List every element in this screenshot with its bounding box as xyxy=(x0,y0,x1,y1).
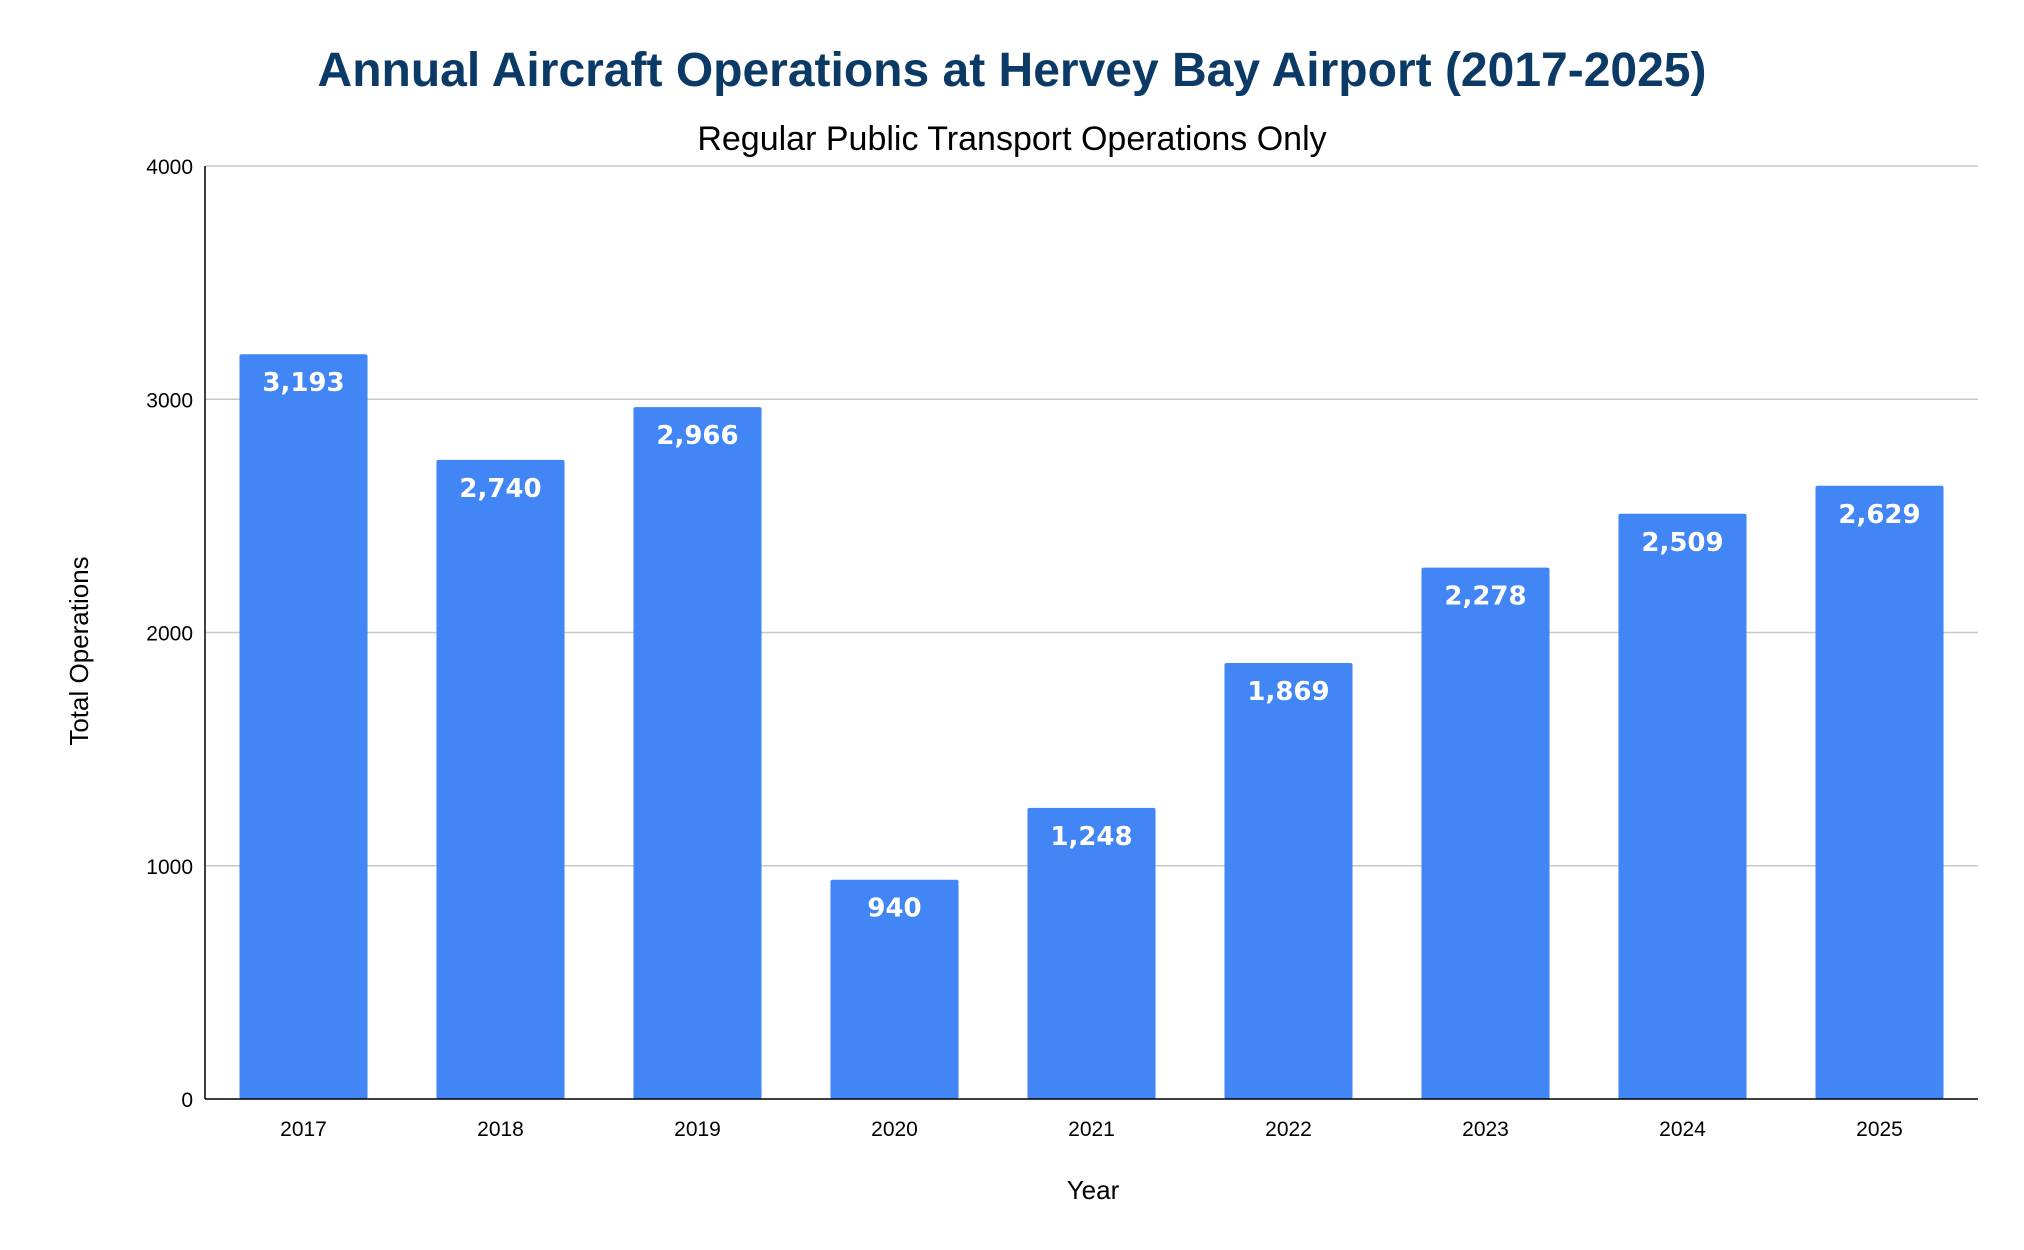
bar-2018 xyxy=(436,459,565,1099)
bar-2020 xyxy=(830,879,959,1099)
y-tick-label: 4000 xyxy=(146,156,193,179)
bar-2017 xyxy=(239,354,368,1099)
bars xyxy=(239,354,1944,1099)
x-tick-label-2023: 2023 xyxy=(1462,1118,1509,1141)
bar-2024 xyxy=(1618,513,1747,1099)
y-axis-ticks: 0 1000 2000 3000 4000 xyxy=(146,156,193,1112)
x-tick-label-2025: 2025 xyxy=(1856,1118,1903,1141)
bar-2022 xyxy=(1224,663,1353,1099)
data-label-2022: 1,869 xyxy=(1247,677,1329,707)
data-label-2025: 2,629 xyxy=(1838,500,1920,530)
y-tick-label: 2000 xyxy=(146,623,193,646)
data-label-2018: 2,740 xyxy=(459,474,541,504)
y-axis-title: Total Operations xyxy=(64,556,94,745)
data-label-2024: 2,509 xyxy=(1641,528,1723,558)
x-axis-title: Year xyxy=(1067,1175,1120,1205)
y-tick-label: 3000 xyxy=(146,389,193,412)
bar-2021 xyxy=(1027,807,1156,1099)
x-tick-label-2019: 2019 xyxy=(674,1118,721,1141)
bar-2023 xyxy=(1421,567,1550,1099)
data-labels: 3,193 2,740 2,966 940 1,248 1,869 2,278 2,509 2,… xyxy=(262,368,1920,924)
y-tick-label: 1000 xyxy=(146,856,193,879)
data-label-2017: 3,193 xyxy=(262,368,344,398)
x-tick-label-2020: 2020 xyxy=(871,1118,918,1141)
chart-subtitle: Regular Public Transport Operations Only xyxy=(697,120,1326,158)
data-label-2020: 940 xyxy=(867,894,921,924)
data-label-2021: 1,248 xyxy=(1050,822,1132,852)
chart-title: Annual Aircraft Operations at Hervey Bay… xyxy=(318,44,1707,97)
data-label-2023: 2,278 xyxy=(1444,582,1526,612)
x-tick-label-2017: 2017 xyxy=(280,1118,327,1141)
x-axis-ticks: 2017 2018 2019 2020 2021 2022 2023 2024 2025 xyxy=(280,1118,1903,1141)
x-tick-label-2024: 2024 xyxy=(1659,1118,1706,1141)
data-label-2019: 2,966 xyxy=(656,421,738,451)
y-tick-label: 0 xyxy=(181,1089,193,1112)
x-tick-label-2021: 2021 xyxy=(1068,1118,1115,1141)
bar-2025 xyxy=(1815,485,1944,1099)
bar-2019 xyxy=(633,407,762,1099)
x-tick-label-2022: 2022 xyxy=(1265,1118,1312,1141)
x-tick-label-2018: 2018 xyxy=(477,1118,524,1141)
